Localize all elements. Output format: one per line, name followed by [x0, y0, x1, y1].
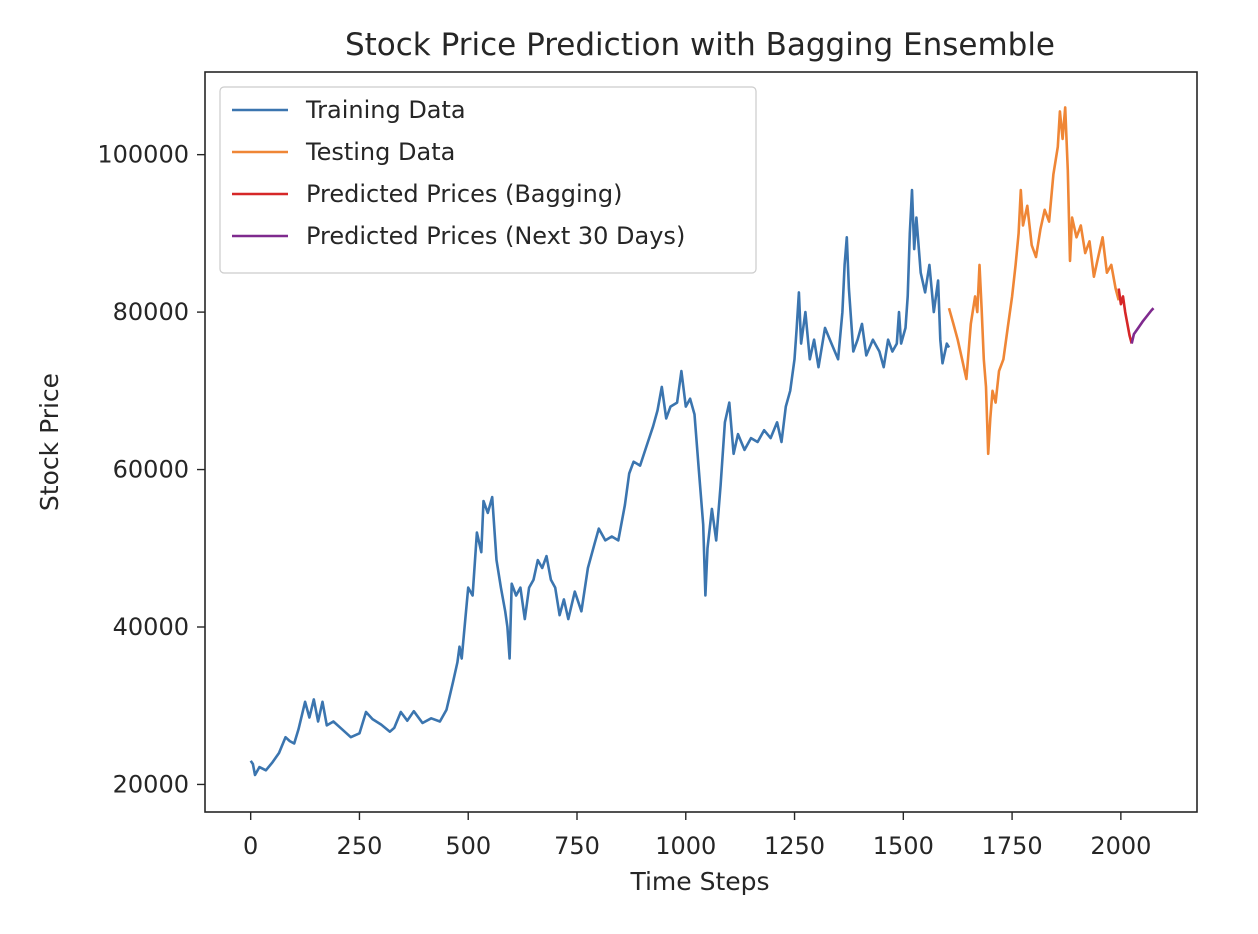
legend-label-1: Testing Data	[305, 138, 455, 166]
x-tick-label: 1000	[655, 832, 716, 860]
x-tick-label: 2000	[1090, 832, 1151, 860]
chart-title: Stock Price Prediction with Bagging Ense…	[345, 27, 1055, 63]
legend-label-2: Predicted Prices (Bagging)	[306, 180, 622, 208]
x-tick-label: 750	[554, 832, 600, 860]
y-axis-label: Stock Price	[35, 373, 64, 511]
x-tick-label: 0	[243, 832, 258, 860]
x-axis-label: Time Steps	[629, 867, 769, 896]
y-axis: 20000 40000 60000 80000 100000	[97, 141, 205, 798]
y-tick-label: 80000	[113, 298, 189, 326]
x-tick-label: 1750	[982, 832, 1043, 860]
legend-label-0: Training Data	[305, 96, 466, 124]
x-axis: 0 250 500 750 1000 1250 1500 1750 2000	[243, 812, 1151, 860]
series-line-0	[249, 188, 951, 777]
legend-label-3: Predicted Prices (Next 30 Days)	[306, 222, 685, 250]
series-line-1	[947, 106, 1120, 456]
x-tick-label: 250	[337, 832, 383, 860]
legend-box	[219, 86, 757, 274]
x-tick-label: 1250	[764, 832, 825, 860]
y-tick-label: 20000	[113, 770, 189, 798]
x-tick-label: 1500	[873, 832, 934, 860]
series-line-2	[1117, 288, 1133, 344]
y-tick-label: 40000	[113, 613, 189, 641]
y-tick-label: 100000	[97, 141, 189, 169]
legend: Training Data Testing Data Predicted Price…	[219, 86, 757, 274]
x-tick-label: 500	[445, 832, 491, 860]
plot-area	[249, 106, 1155, 777]
axes-frame	[204, 71, 1198, 813]
series-line-3	[1130, 307, 1155, 344]
y-tick-label: 60000	[113, 456, 189, 484]
